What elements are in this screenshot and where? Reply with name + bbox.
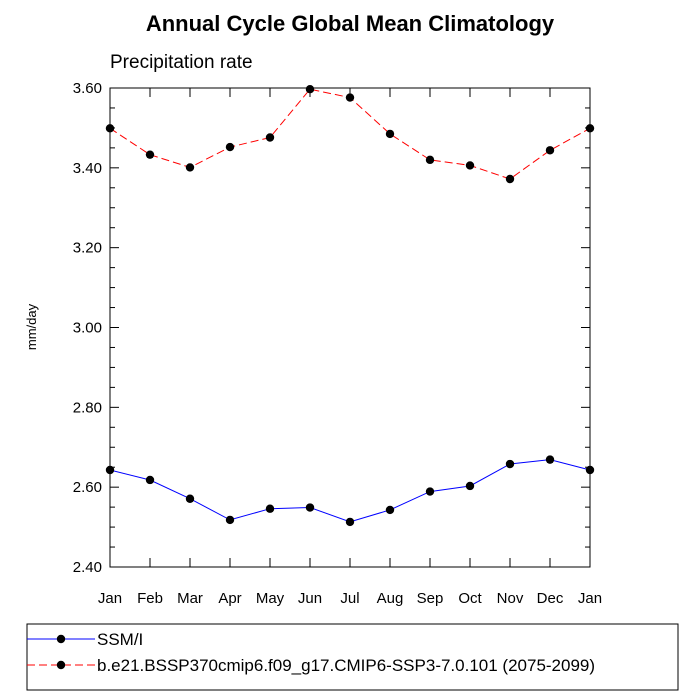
data-point (185, 163, 195, 172)
x-tick-label: Jun (298, 590, 322, 607)
x-tick-label: Nov (497, 590, 524, 607)
y-tick-label: 3.20 (73, 240, 102, 257)
x-tick-label: Sep (417, 590, 444, 607)
data-point (145, 150, 155, 159)
data-point (185, 494, 195, 503)
y-tick-label: 2.40 (73, 559, 102, 576)
data-point (145, 475, 155, 485)
chart-subtitle: Precipitation rate (110, 52, 253, 73)
legend-label: b.e21.BSSP370cmip6.f09_g17.CMIP6-SSP3-7.… (97, 656, 595, 675)
data-point (105, 465, 115, 475)
y-tick-label: 2.60 (73, 479, 102, 496)
data-point (465, 161, 475, 170)
data-point (305, 503, 315, 512)
data-point (225, 142, 235, 152)
data-point (265, 504, 275, 513)
legend: SSM/I b.e21.BSSP370cmip6.f09_g17.CMIP6-SS… (26, 623, 679, 691)
data-point (345, 517, 355, 527)
x-tick-label: Jul (340, 590, 359, 607)
data-point (385, 129, 395, 139)
x-tick-label: Jan (98, 590, 122, 607)
y-tick-label: 3.60 (73, 80, 102, 97)
x-tick-label: Mar (177, 590, 203, 607)
series-layer (105, 84, 595, 527)
x-tick-label: Apr (218, 590, 241, 607)
series-line-0 (109, 459, 591, 523)
data-point (545, 146, 555, 155)
plot-axes: 2.40 2.60 2.80 3.00 3.20 3.40 3.60 Jan Feb Mar Apr… (73, 80, 602, 607)
legend-marker (56, 634, 66, 644)
data-point (105, 124, 115, 133)
data-point (585, 124, 595, 133)
y-tick-label: 3.00 (73, 320, 102, 337)
x-tick-label: Dec (537, 590, 564, 607)
legend-marker (56, 660, 66, 670)
data-point (585, 465, 595, 475)
data-point (385, 505, 395, 515)
data-point (425, 487, 435, 496)
chart-title: Annual Cycle Global Mean Climatology (146, 11, 555, 36)
data-point (305, 84, 315, 94)
data-point (545, 455, 555, 464)
x-tick-label: May (256, 590, 285, 607)
data-point (265, 133, 275, 142)
x-tick-label: Feb (137, 590, 163, 607)
series-line-1 (109, 88, 591, 180)
data-point (345, 93, 355, 102)
x-tick-label: Oct (458, 590, 482, 607)
legend-box (26, 623, 679, 691)
x-tick-label: Aug (377, 590, 404, 607)
data-point (505, 174, 515, 184)
legend-label: SSM/I (97, 630, 143, 649)
x-tick-label: Jan (578, 590, 602, 607)
y-tick-label: 2.80 (73, 399, 102, 416)
data-point (465, 481, 475, 491)
data-point (505, 459, 515, 469)
data-point (425, 155, 435, 165)
y-axis-label: mm/day (24, 303, 39, 350)
y-tick-label: 3.40 (73, 160, 102, 177)
data-point (225, 515, 235, 525)
